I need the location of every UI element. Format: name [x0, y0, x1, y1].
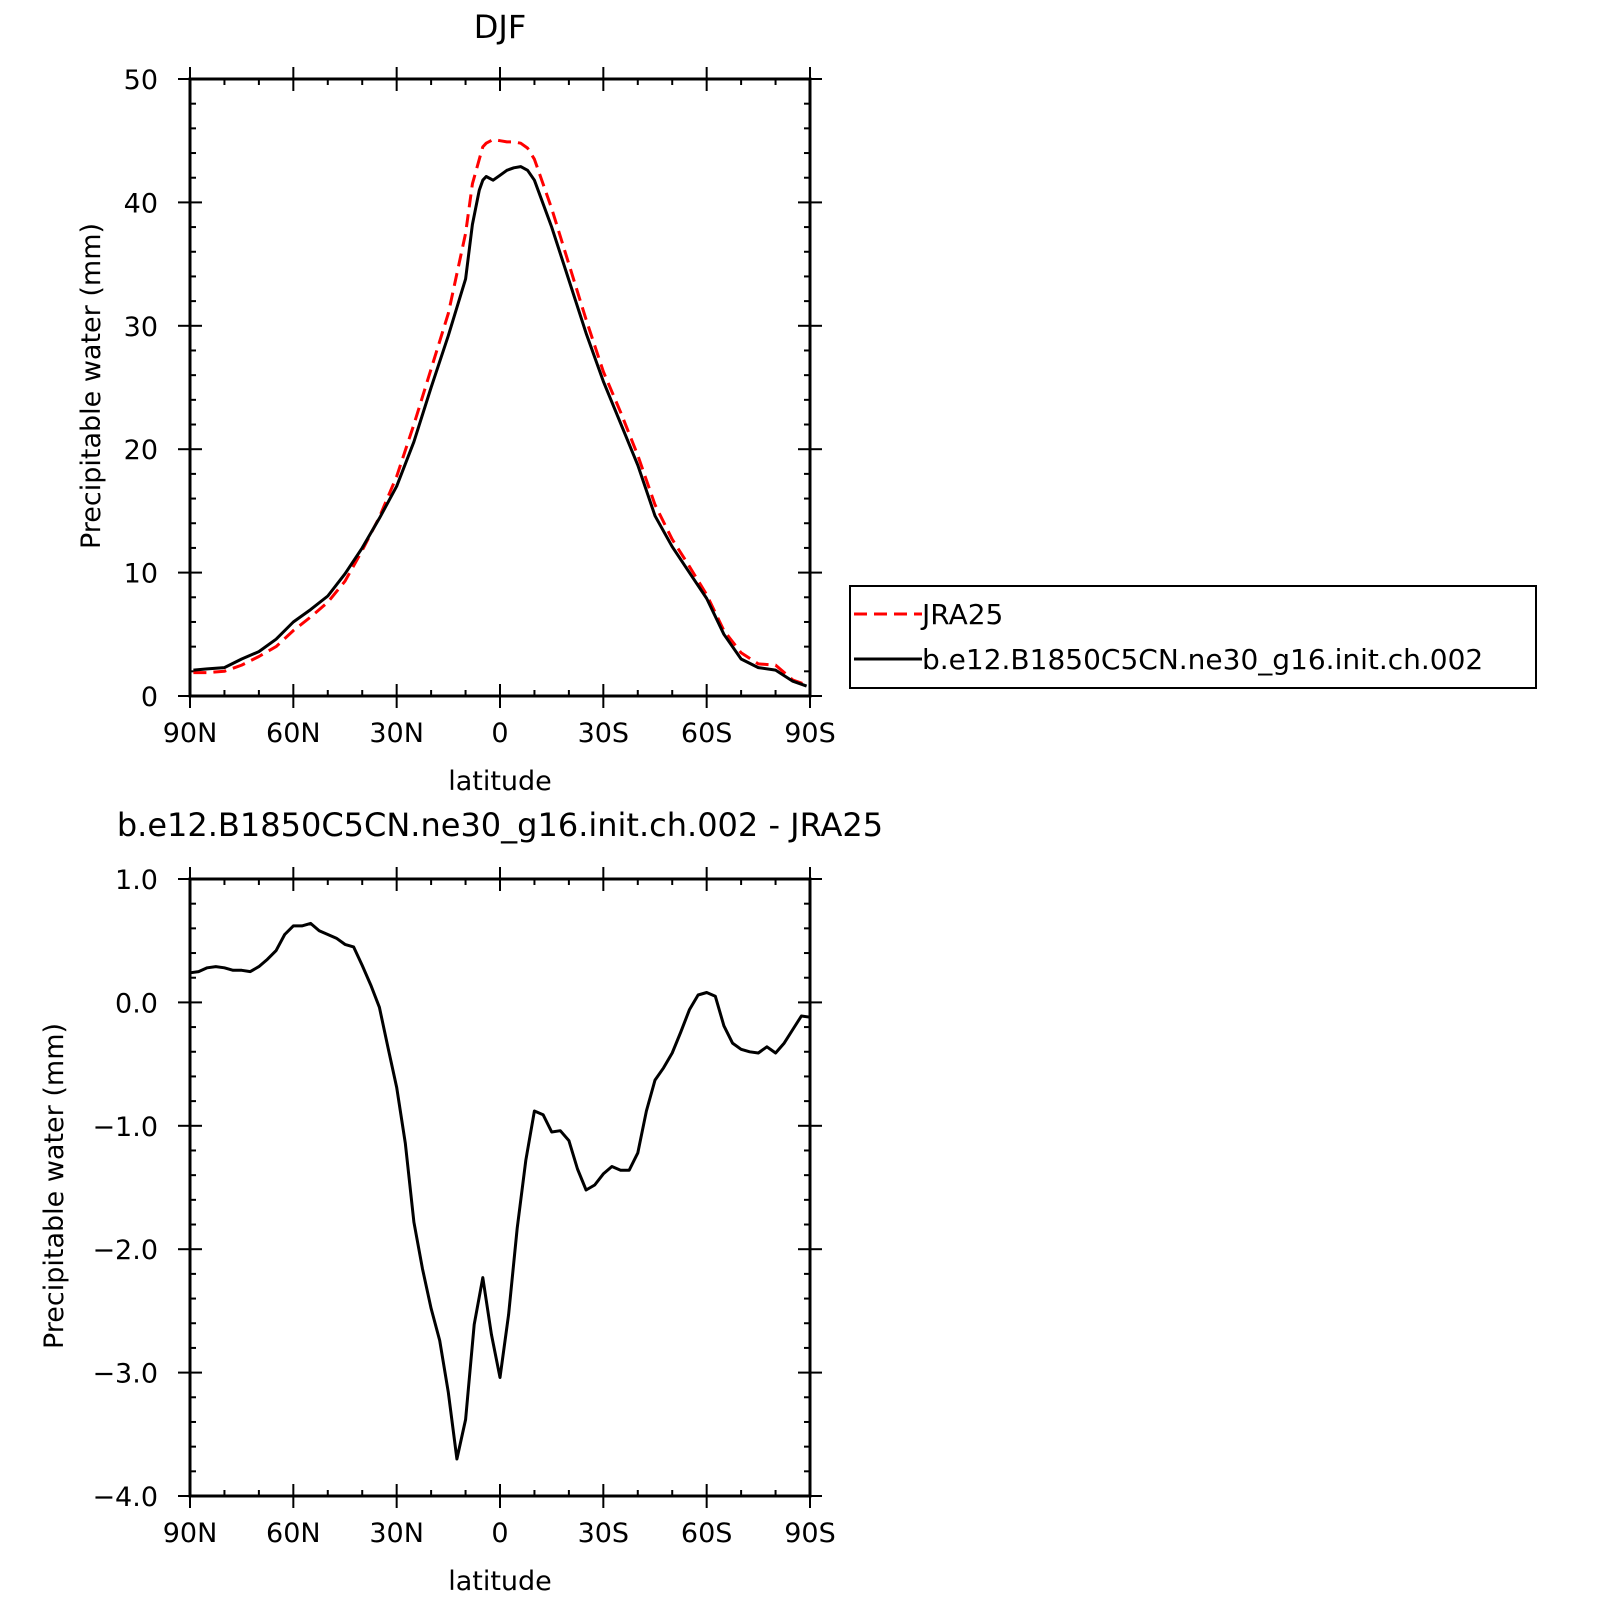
bottom-series-line-0: [189, 921, 811, 1461]
bottom-xtick-label: 90S: [784, 1518, 836, 1549]
legend: JRA25 b.e12.B1850C5CN.ne30_g16.init.ch.0…: [849, 585, 1537, 689]
top-title: DJF: [474, 8, 526, 46]
top-xtick-label: 60N: [266, 718, 321, 749]
top-series-line-1: [193, 165, 808, 688]
top-ytick-label: 10: [124, 559, 158, 590]
bottom-ytick-label: −3.0: [92, 1359, 158, 1390]
top-xlabel: latitude: [448, 766, 552, 797]
legend-box: [849, 585, 1537, 689]
bottom-ylabel: Precipitable water (mm): [39, 1023, 70, 1349]
bottom-xtick-label: 60N: [266, 1518, 321, 1549]
bottom-xtick-label: 90N: [163, 1518, 218, 1549]
top-ytick-label: 0: [141, 682, 158, 713]
bottom-ytick-label: −1.0: [92, 1112, 158, 1143]
top-xtick-label: 30N: [369, 718, 424, 749]
bottom-xtick-label: 60S: [681, 1518, 733, 1549]
bottom-title: b.e12.B1850C5CN.ne30_g16.init.ch.002 - J…: [117, 806, 883, 844]
bottom-xtick-label: 0: [491, 1518, 508, 1549]
top-ytick-label: 50: [124, 65, 158, 96]
top-plot-frame: [188, 77, 812, 698]
bottom-ytick-label: −4.0: [92, 1482, 158, 1513]
top-xtick-label: 90N: [163, 718, 218, 749]
bottom-ytick-label: 0.0: [115, 988, 158, 1019]
bottom-plot-frame: [188, 877, 812, 1498]
bottom-xlabel: latitude: [448, 1566, 552, 1597]
top-xtick-label: 90S: [784, 718, 836, 749]
panel-top: DJF 90N 60N 30N 0 30S 60S 90S 0 10 20 30 40 50 latit…: [76, 8, 836, 797]
legend-label-model: b.e12.B1850C5CN.ne30_g16.init.ch.002: [922, 643, 1483, 676]
top-xtick-label: 30S: [578, 718, 630, 749]
panel-bottom: b.e12.B1850C5CN.ne30_g16.init.ch.002 - J…: [39, 806, 883, 1597]
bottom-ytick-label: −2.0: [92, 1235, 158, 1266]
bottom-xtick-label: 30S: [578, 1518, 630, 1549]
top-ytick-label: 30: [124, 312, 158, 343]
top-ytick-label: 40: [124, 188, 158, 219]
bottom-ytick-label: 1.0: [115, 865, 158, 896]
top-xtick-label: 0: [491, 718, 508, 749]
legend-label-jra25: JRA25: [920, 598, 1003, 631]
top-ytick-label: 20: [124, 435, 158, 466]
bottom-xtick-label: 30N: [369, 1518, 424, 1549]
top-xtick-label: 60S: [681, 718, 733, 749]
top-ylabel: Precipitable water (mm): [76, 223, 107, 549]
top-series-line-0: [193, 138, 808, 687]
